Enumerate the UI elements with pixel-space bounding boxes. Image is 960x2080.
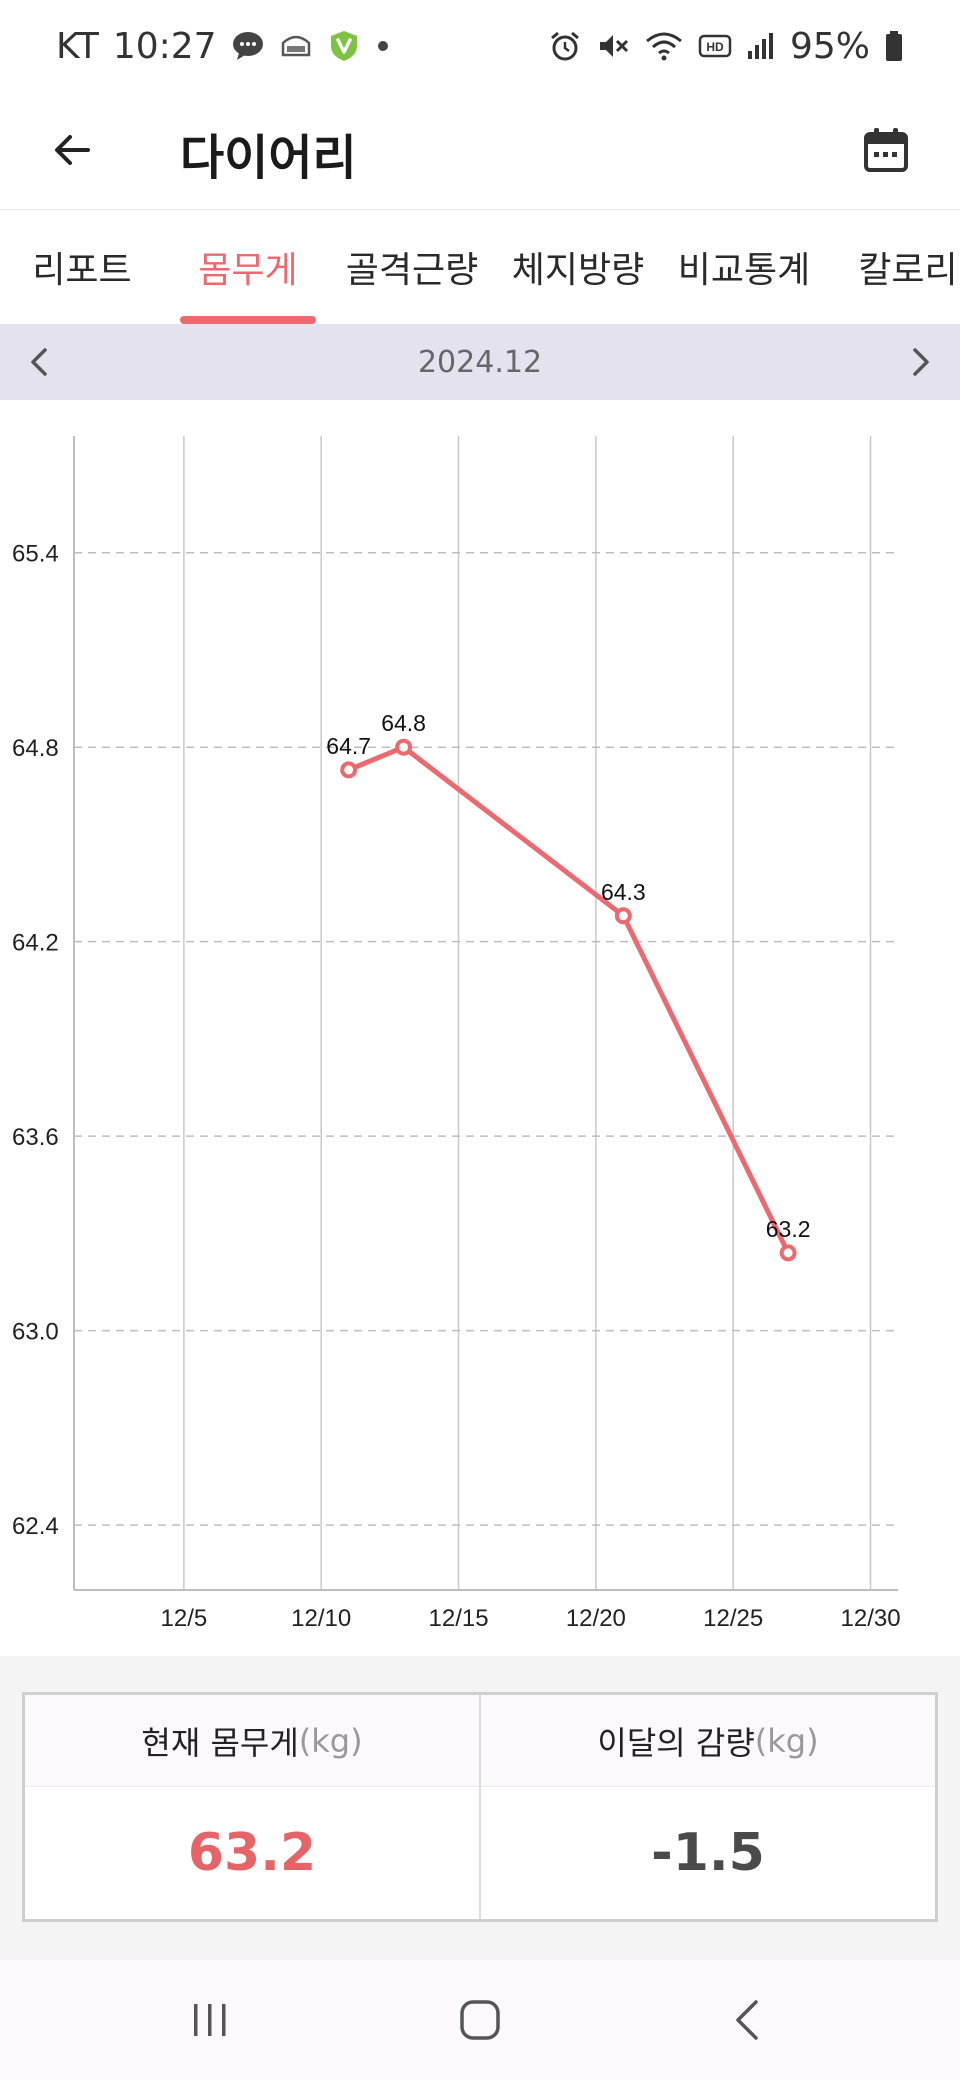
tab-weight[interactable]: 몸무게 (198, 250, 298, 291)
chevron-right-icon (913, 348, 929, 376)
month-navigator: 2024.12 (0, 324, 960, 400)
data-point (395, 738, 413, 756)
dot-icon (375, 38, 391, 54)
x-tick-label: 12/10 (291, 1605, 351, 1632)
tab-bar: 리포트 몸무게 골격근량 체지방량 비교통계 칼로리 (0, 210, 960, 324)
current-weight-header: 현재 몸무게 (kg) (25, 1695, 479, 1787)
y-tick-label: 63.6 (12, 1124, 59, 1151)
back-button[interactable] (44, 122, 100, 178)
status-bar: KT 10:27 HD 95% (0, 0, 960, 92)
tab-body-fat[interactable]: 체지방량 (511, 250, 645, 291)
hd-icon: HD (698, 29, 732, 63)
tab-muscle-mass[interactable]: 골격근량 (345, 250, 479, 291)
mute-icon (596, 29, 630, 63)
data-point (779, 1244, 797, 1262)
battery-icon (884, 29, 904, 63)
weight-line-chart: 12/5 12/10 12/15 12/20 12/25 12/30 62.4 63.0 63.… (12, 436, 901, 1632)
tab-comparison-stats[interactable]: 비교통계 (677, 250, 811, 291)
status-left: KT 10:27 (56, 26, 391, 67)
monthly-loss-unit: (kg) (754, 1721, 819, 1760)
vaccine-shield-icon (327, 29, 361, 63)
month-label: 2024.12 (417, 344, 543, 380)
chevron-left-icon (31, 348, 47, 376)
home-icon (460, 2000, 500, 2040)
weight-series-line (346, 744, 791, 1256)
y-tick-label: 62.4 (12, 1513, 59, 1540)
current-weight-unit: (kg) (298, 1721, 363, 1760)
prev-month-button[interactable] (16, 338, 64, 386)
x-tick-label: 12/5 (161, 1605, 208, 1632)
monthly-loss-cell: 이달의 감량 (kg) -1.5 (479, 1695, 935, 1919)
page-title: 다이어리 (180, 130, 357, 186)
y-tick-label: 63.0 (12, 1319, 59, 1346)
x-tick-label: 12/20 (566, 1605, 626, 1632)
signal-icon (746, 29, 776, 63)
system-back-button[interactable] (708, 1980, 788, 2060)
system-back-icon (736, 2000, 758, 2040)
tab-report[interactable]: 리포트 (32, 250, 132, 291)
monthly-loss-value: -1.5 (651, 1823, 765, 1883)
alarm-icon (548, 29, 582, 63)
y-tick-label: 64.2 (12, 930, 59, 957)
calendar-button[interactable] (854, 118, 918, 182)
data-label: 64.7 (326, 733, 371, 759)
active-tab-indicator (180, 316, 316, 324)
data-label: 64.3 (601, 879, 646, 905)
current-weight-label: 현재 몸무게 (141, 1723, 299, 1762)
system-nav-bar (0, 1960, 960, 2080)
recent-apps-button[interactable] (170, 1980, 250, 2060)
monthly-loss-header: 이달의 감량 (kg) (481, 1695, 935, 1787)
data-label: 63.2 (766, 1216, 811, 1242)
monthly-loss-label: 이달의 감량 (597, 1723, 755, 1762)
current-weight-value: 63.2 (187, 1823, 317, 1883)
app-icon (279, 29, 313, 63)
x-tick-label: 12/30 (841, 1605, 901, 1632)
x-tick-label: 12/15 (429, 1605, 489, 1632)
carrier-label: KT (56, 25, 99, 67)
recent-apps-icon (194, 2004, 226, 2036)
svg-text:HD: HD (706, 40, 724, 54)
data-label: 64.8 (381, 710, 426, 736)
x-tick-label: 12/25 (703, 1605, 763, 1632)
app-bar: 다이어리 (0, 92, 960, 210)
time-label: 10:27 (112, 25, 217, 67)
y-tick-label: 64.8 (12, 735, 59, 762)
wifi-icon (644, 29, 684, 63)
current-weight-cell: 현재 몸무게 (kg) 63.2 (25, 1695, 479, 1919)
weight-chart: 12/5 12/10 12/15 12/20 12/25 12/30 62.4 63.0 63.… (0, 400, 960, 1656)
next-month-button[interactable] (896, 338, 944, 386)
chat-icon (231, 29, 265, 63)
summary-card: 현재 몸무게 (kg) 63.2 이달의 감량 (kg) -1.5 (22, 1692, 938, 1922)
data-point (614, 907, 632, 925)
tab-calories[interactable]: 칼로리 (858, 250, 958, 291)
arrow-left-icon (55, 135, 90, 165)
status-right: HD 95% (548, 26, 904, 67)
battery-label: 95% (789, 25, 870, 67)
home-button[interactable] (440, 1980, 520, 2060)
calendar-icon (864, 128, 908, 172)
y-tick-label: 65.4 (12, 541, 59, 568)
data-point (340, 761, 358, 779)
